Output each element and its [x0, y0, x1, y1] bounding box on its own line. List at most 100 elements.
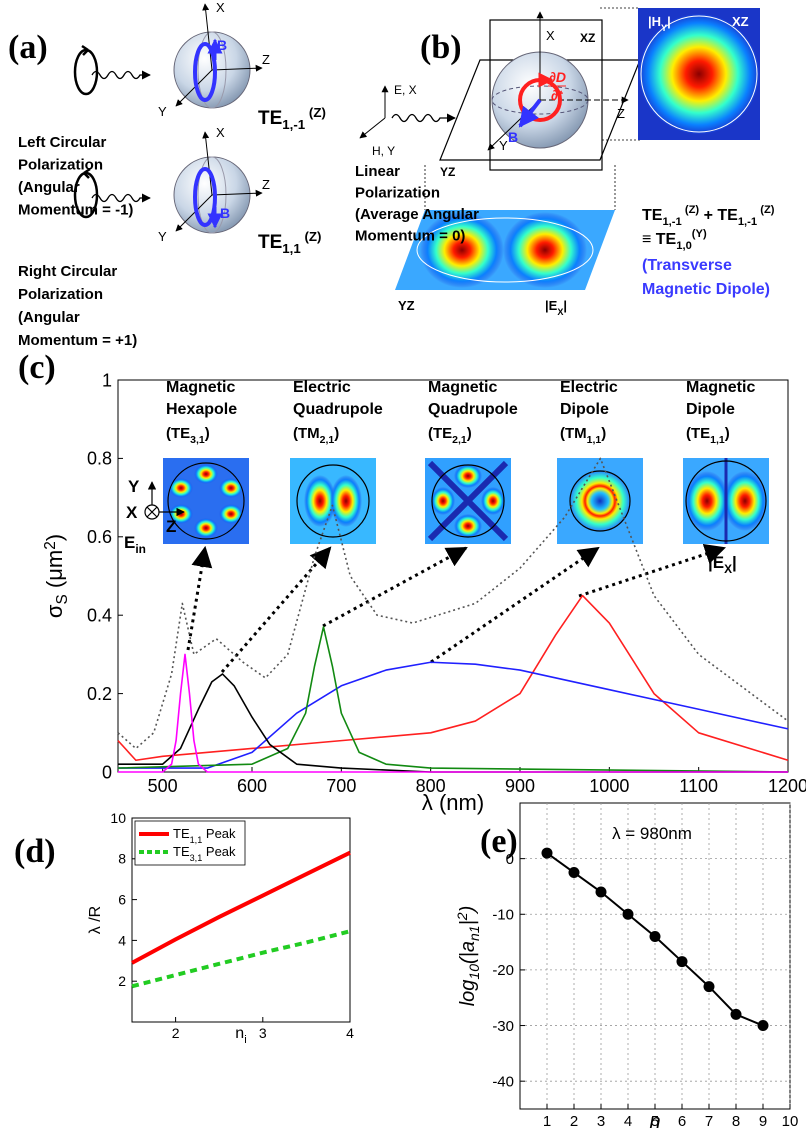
- text-part: + TE: [699, 207, 738, 224]
- marker: [622, 908, 634, 920]
- text-part: TE: [258, 108, 282, 129]
- axis-label: Z: [617, 106, 625, 121]
- map-label: YZ: [398, 298, 415, 313]
- marker: [595, 886, 607, 898]
- text-part: 1,1: [710, 434, 725, 446]
- y-tick-label: 8: [118, 851, 126, 867]
- marker: [676, 956, 688, 968]
- text-part: 2,1: [452, 434, 467, 446]
- y-axis-label: log10(|an1|2): [454, 906, 482, 1007]
- text-part: |: [563, 298, 567, 313]
- caption: (Angular: [18, 309, 80, 326]
- incident-label: Ein: [124, 533, 146, 556]
- inset-title: Quadrupole: [293, 401, 383, 418]
- text-part: ): [334, 425, 339, 442]
- text-part: 1,1: [587, 434, 602, 446]
- text-part: |E: [708, 553, 724, 572]
- panel-label: (b): [420, 29, 462, 66]
- text-part: 1,-1: [282, 117, 306, 132]
- text-part: σ: [42, 604, 67, 618]
- annotation: λ = 980nm: [612, 824, 692, 843]
- axis-label: Y: [499, 138, 508, 153]
- inset-title: Dipole: [560, 401, 609, 418]
- text-part: 2: [454, 912, 470, 921]
- text-part: X: [557, 307, 563, 317]
- text-part: 1,1: [190, 835, 203, 845]
- x-tick-label: 1200: [768, 776, 806, 796]
- x-tick-label: 9: [759, 1113, 767, 1130]
- text-part: TE: [258, 232, 282, 253]
- x-tick-label: 700: [326, 776, 356, 796]
- text-part: |: [667, 14, 671, 29]
- text-part: |H: [648, 14, 661, 29]
- axis-label: H, Y: [372, 144, 395, 158]
- y-tick-label: 0: [506, 851, 514, 868]
- text-part: X: [724, 562, 732, 576]
- caption: Polarization: [18, 157, 103, 174]
- text-part: 3,1: [190, 853, 203, 863]
- text-part: (Z): [682, 204, 700, 216]
- x-tick-label: 5: [651, 1113, 659, 1130]
- inset-mode: (TE1,1): [686, 425, 730, 446]
- equation: ≡ TE1,0(Y): [642, 228, 707, 252]
- panel-label: (d): [14, 833, 56, 870]
- x-tick-label: 1100: [679, 776, 718, 796]
- text-part: log: [457, 980, 479, 1007]
- y-tick-label: 6: [118, 892, 126, 908]
- displacement-label: ∂t: [551, 87, 564, 103]
- inset-title: Dipole: [686, 401, 735, 418]
- inset-title: Magnetic: [166, 379, 235, 396]
- text-part: 3,1: [190, 434, 205, 446]
- text-part: n: [235, 1025, 244, 1042]
- inset-title: Hexapole: [166, 401, 237, 418]
- insets: [144, 458, 769, 673]
- field-label: B: [217, 37, 227, 53]
- text-part: (TE: [686, 425, 710, 442]
- y-tick-label: 10: [110, 810, 126, 826]
- text-part: ): [457, 906, 479, 915]
- text-part: ): [467, 425, 472, 442]
- x-tick-label: 4: [624, 1113, 632, 1130]
- axis-label: Z: [262, 177, 270, 192]
- x-tick-label: 6: [678, 1113, 686, 1130]
- axis-label: X: [126, 503, 138, 522]
- y-tick-label: 2: [118, 973, 126, 989]
- text-part: (TE: [428, 425, 452, 442]
- inset-title: Electric: [560, 379, 618, 396]
- x-tick-label: 10: [782, 1113, 799, 1130]
- text-part: TE: [173, 844, 190, 859]
- text-part: S: [54, 594, 71, 604]
- text-part: 1,1: [282, 241, 301, 256]
- legend-label: TE1,1 Peak: [173, 826, 236, 845]
- text-part: ≡ TE: [642, 231, 677, 248]
- text-part: i: [244, 1034, 247, 1046]
- panel-label: (e): [480, 823, 518, 860]
- text-part: TE: [173, 826, 190, 841]
- text-part: |: [732, 553, 737, 572]
- x-tick-label: 500: [148, 776, 178, 796]
- field-label: B: [508, 129, 518, 145]
- result-label: (Transverse: [642, 257, 732, 274]
- text-part: (Y): [692, 228, 707, 240]
- plot-frame: [131, 817, 351, 1023]
- axis-label: X: [216, 125, 225, 140]
- text-part: |: [457, 920, 479, 925]
- series-line: [118, 653, 788, 773]
- mode-label: TE1,1 (Z): [258, 229, 321, 256]
- caption: Momentum = +1): [18, 332, 137, 349]
- diagram-b: [359, 7, 760, 290]
- caption: (Average Angular: [355, 206, 479, 223]
- y-tick-label: 1: [102, 370, 112, 390]
- y-tick-label: -10: [492, 907, 514, 924]
- panel-label: (a): [8, 29, 48, 66]
- text-part: TE: [642, 207, 663, 224]
- mode-label: TE1,-1 (Z): [258, 105, 326, 132]
- panel-label: (c): [18, 349, 56, 386]
- text-part: 1: [466, 925, 482, 933]
- inset-mode: (TM2,1): [293, 425, 339, 446]
- map-label: |HY|: [648, 14, 671, 33]
- y-tick-label: 0: [102, 762, 112, 782]
- text-part: ): [205, 425, 210, 442]
- text-part: (Z): [757, 204, 775, 216]
